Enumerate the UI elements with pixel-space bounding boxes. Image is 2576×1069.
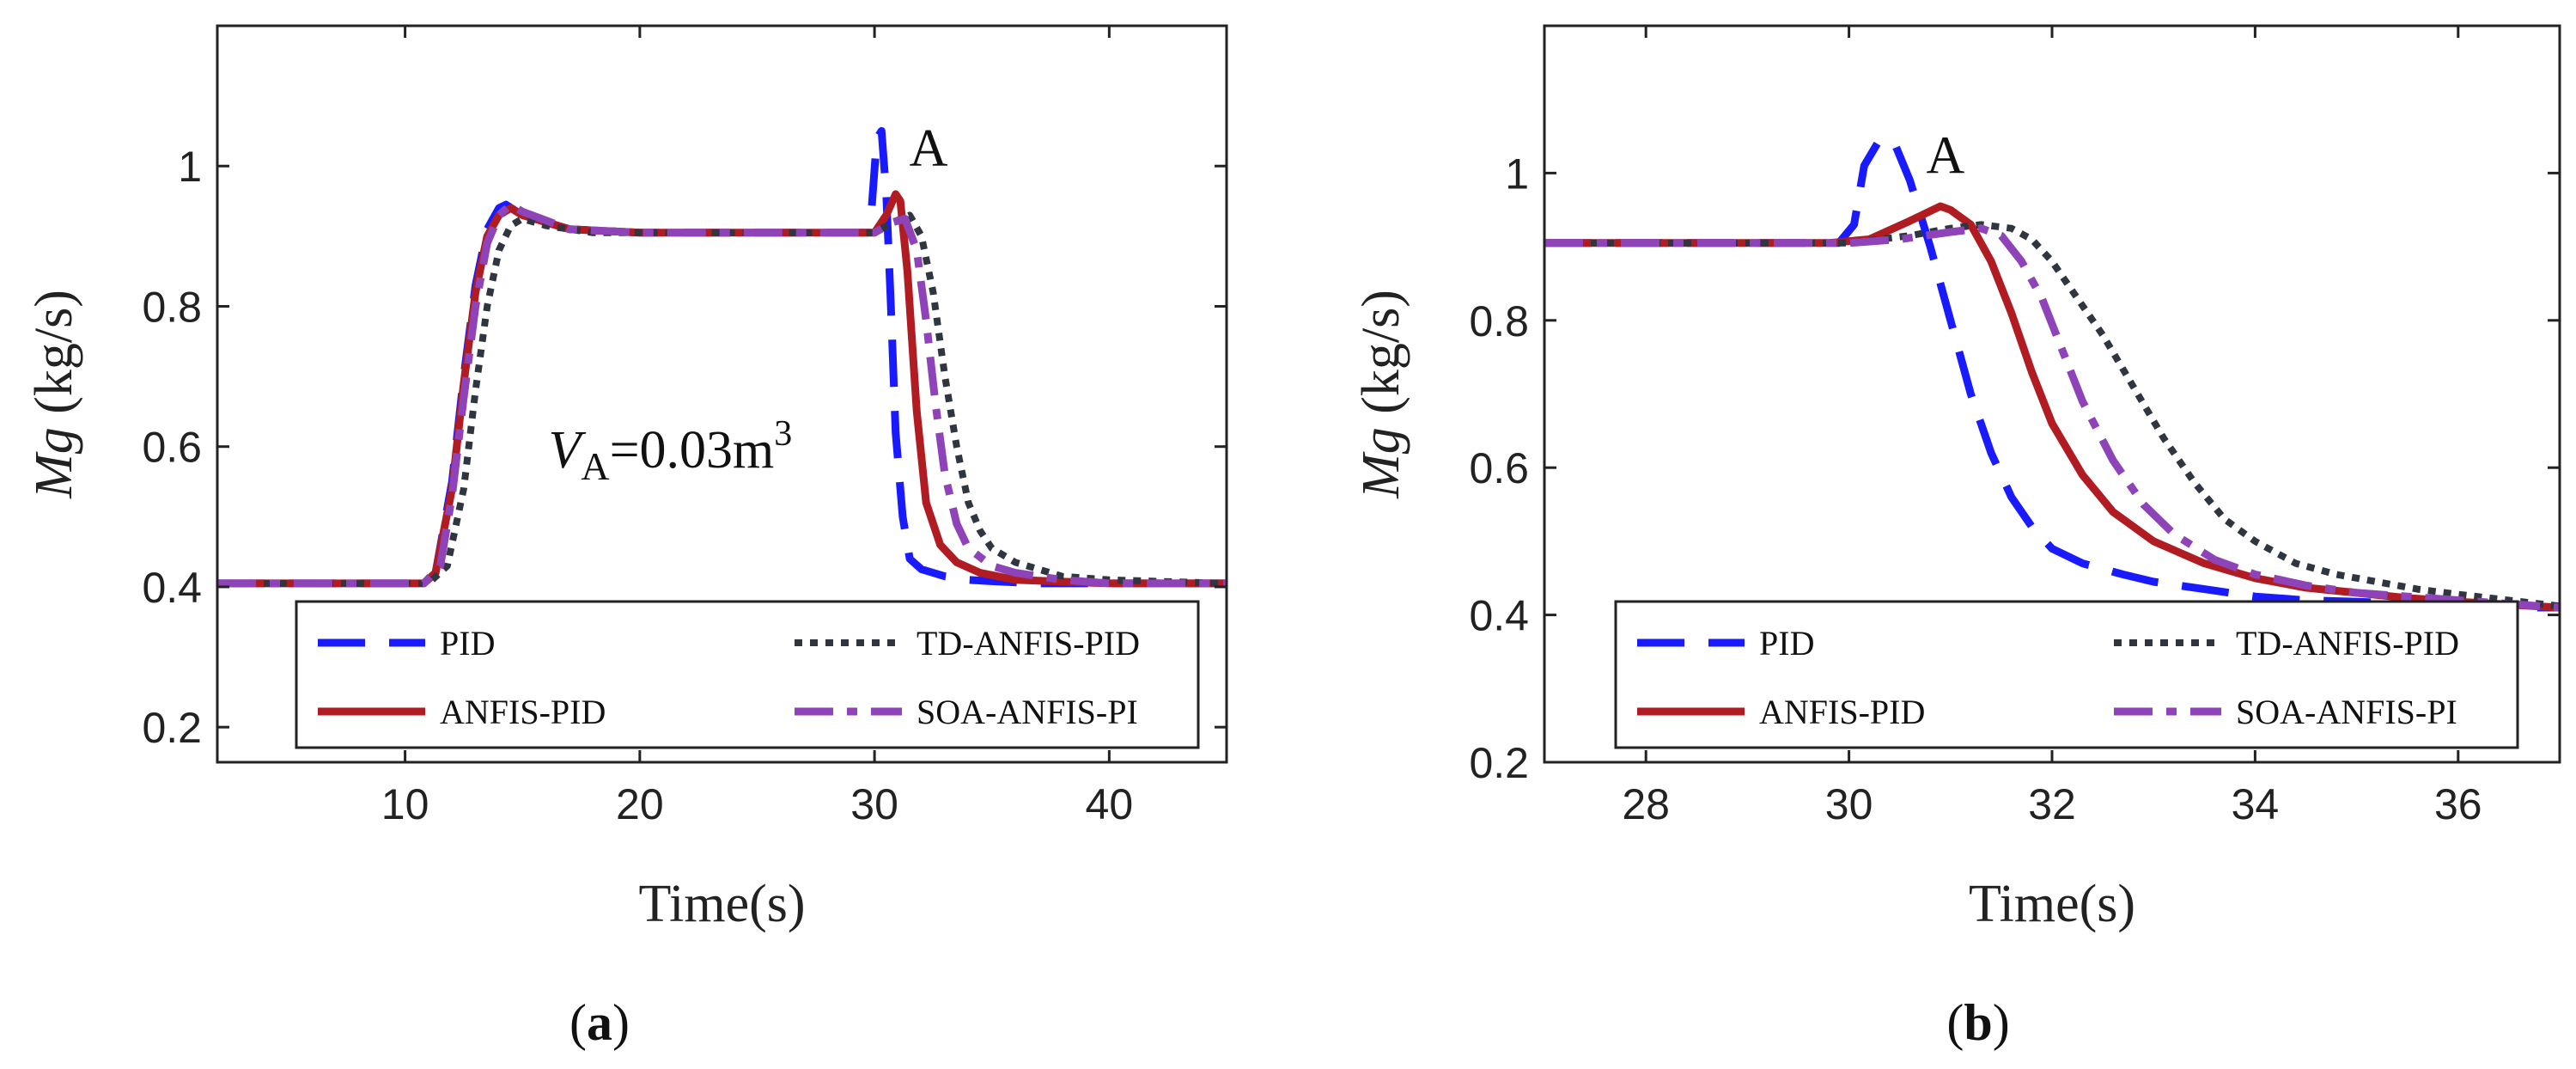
legend-box [295, 600, 1200, 749]
legend-label-anfis-pid: ANFIS-PID [440, 693, 606, 731]
annotation-1: VA=0.03m3 [548, 414, 792, 488]
legend-box [1614, 600, 2519, 749]
x-tick-label: 36 [2434, 780, 2482, 828]
caption-b: (b) [1946, 994, 2009, 1051]
x-axis-label: Time(s) [1969, 875, 2135, 933]
y-tick-label: 0.6 [142, 424, 202, 472]
y-tick-label: 0.2 [142, 704, 202, 752]
annotation-0: A [1926, 126, 1964, 185]
y-tick-label: 0.6 [1469, 444, 1529, 492]
x-tick-label: 34 [2232, 780, 2280, 828]
y-tick-label: 1 [1505, 150, 1529, 198]
y-tick-label: 0.4 [1469, 592, 1529, 640]
series-line-soa-anfis-pi [217, 200, 1227, 588]
chart-a: 10 20 30 40 0.2 0.4 0.6 0.8 1 Time(s) Mg (kg/s) A VA… [25, 24, 1228, 933]
x-tick-label: 30 [1825, 780, 1873, 828]
legend-label-td-anfis-pid: TD-ANFIS-PID [917, 624, 1140, 663]
legend-label-soa-anfis-pi: SOA-ANFIS-PI [2236, 693, 2457, 731]
caption-a: (a) [569, 994, 630, 1051]
series-line-anfis-pid [217, 190, 1227, 588]
chart-b: 28 30 32 34 36 0.2 0.4 0.6 0.8 1 Time(s) Mg (kg/s) A… [1352, 24, 2561, 933]
y-axis-label: Mg (kg/s) [25, 290, 83, 499]
x-tick-label: 28 [1622, 780, 1670, 828]
axes-frame [216, 24, 1228, 764]
annotation-0: A [910, 119, 948, 178]
legend: PID ANFIS-PID TD-ANFIS-PID SOA-ANFIS-PI [295, 600, 1200, 749]
y-tick-label: 1 [178, 143, 202, 191]
y-tick-label: 0.2 [1469, 739, 1529, 787]
legend-label-anfis-pid: ANFIS-PID [1759, 693, 1925, 731]
legend-label-pid: PID [1759, 624, 1814, 663]
series-line-td-anfis-pid [217, 211, 1227, 587]
x-axis-label: Time(s) [638, 875, 805, 933]
x-tick-label: 10 [381, 780, 429, 828]
legend-label-pid: PID [440, 624, 495, 663]
y-axis-label: Mg (kg/s) [1352, 290, 1410, 499]
series-line-anfis-pid [1544, 202, 2560, 612]
x-tick-label: 30 [850, 780, 898, 828]
legend: PID ANFIS-PID TD-ANFIS-PID SOA-ANFIS-PI [1614, 600, 2519, 749]
legend-label-td-anfis-pid: TD-ANFIS-PID [2236, 624, 2459, 663]
legend-label-soa-anfis-pi: SOA-ANFIS-PI [917, 693, 1138, 731]
x-tick-label: 32 [2028, 780, 2076, 828]
y-tick-label: 0.4 [142, 564, 202, 612]
y-tick-label: 0.8 [1469, 297, 1529, 345]
series-line-soa-anfis-pi [1544, 224, 2560, 612]
x-tick-label: 40 [1086, 780, 1134, 828]
x-tick-label: 20 [616, 780, 664, 828]
series-line-td-anfis-pid [1544, 221, 2560, 610]
y-tick-label: 0.8 [142, 283, 202, 331]
